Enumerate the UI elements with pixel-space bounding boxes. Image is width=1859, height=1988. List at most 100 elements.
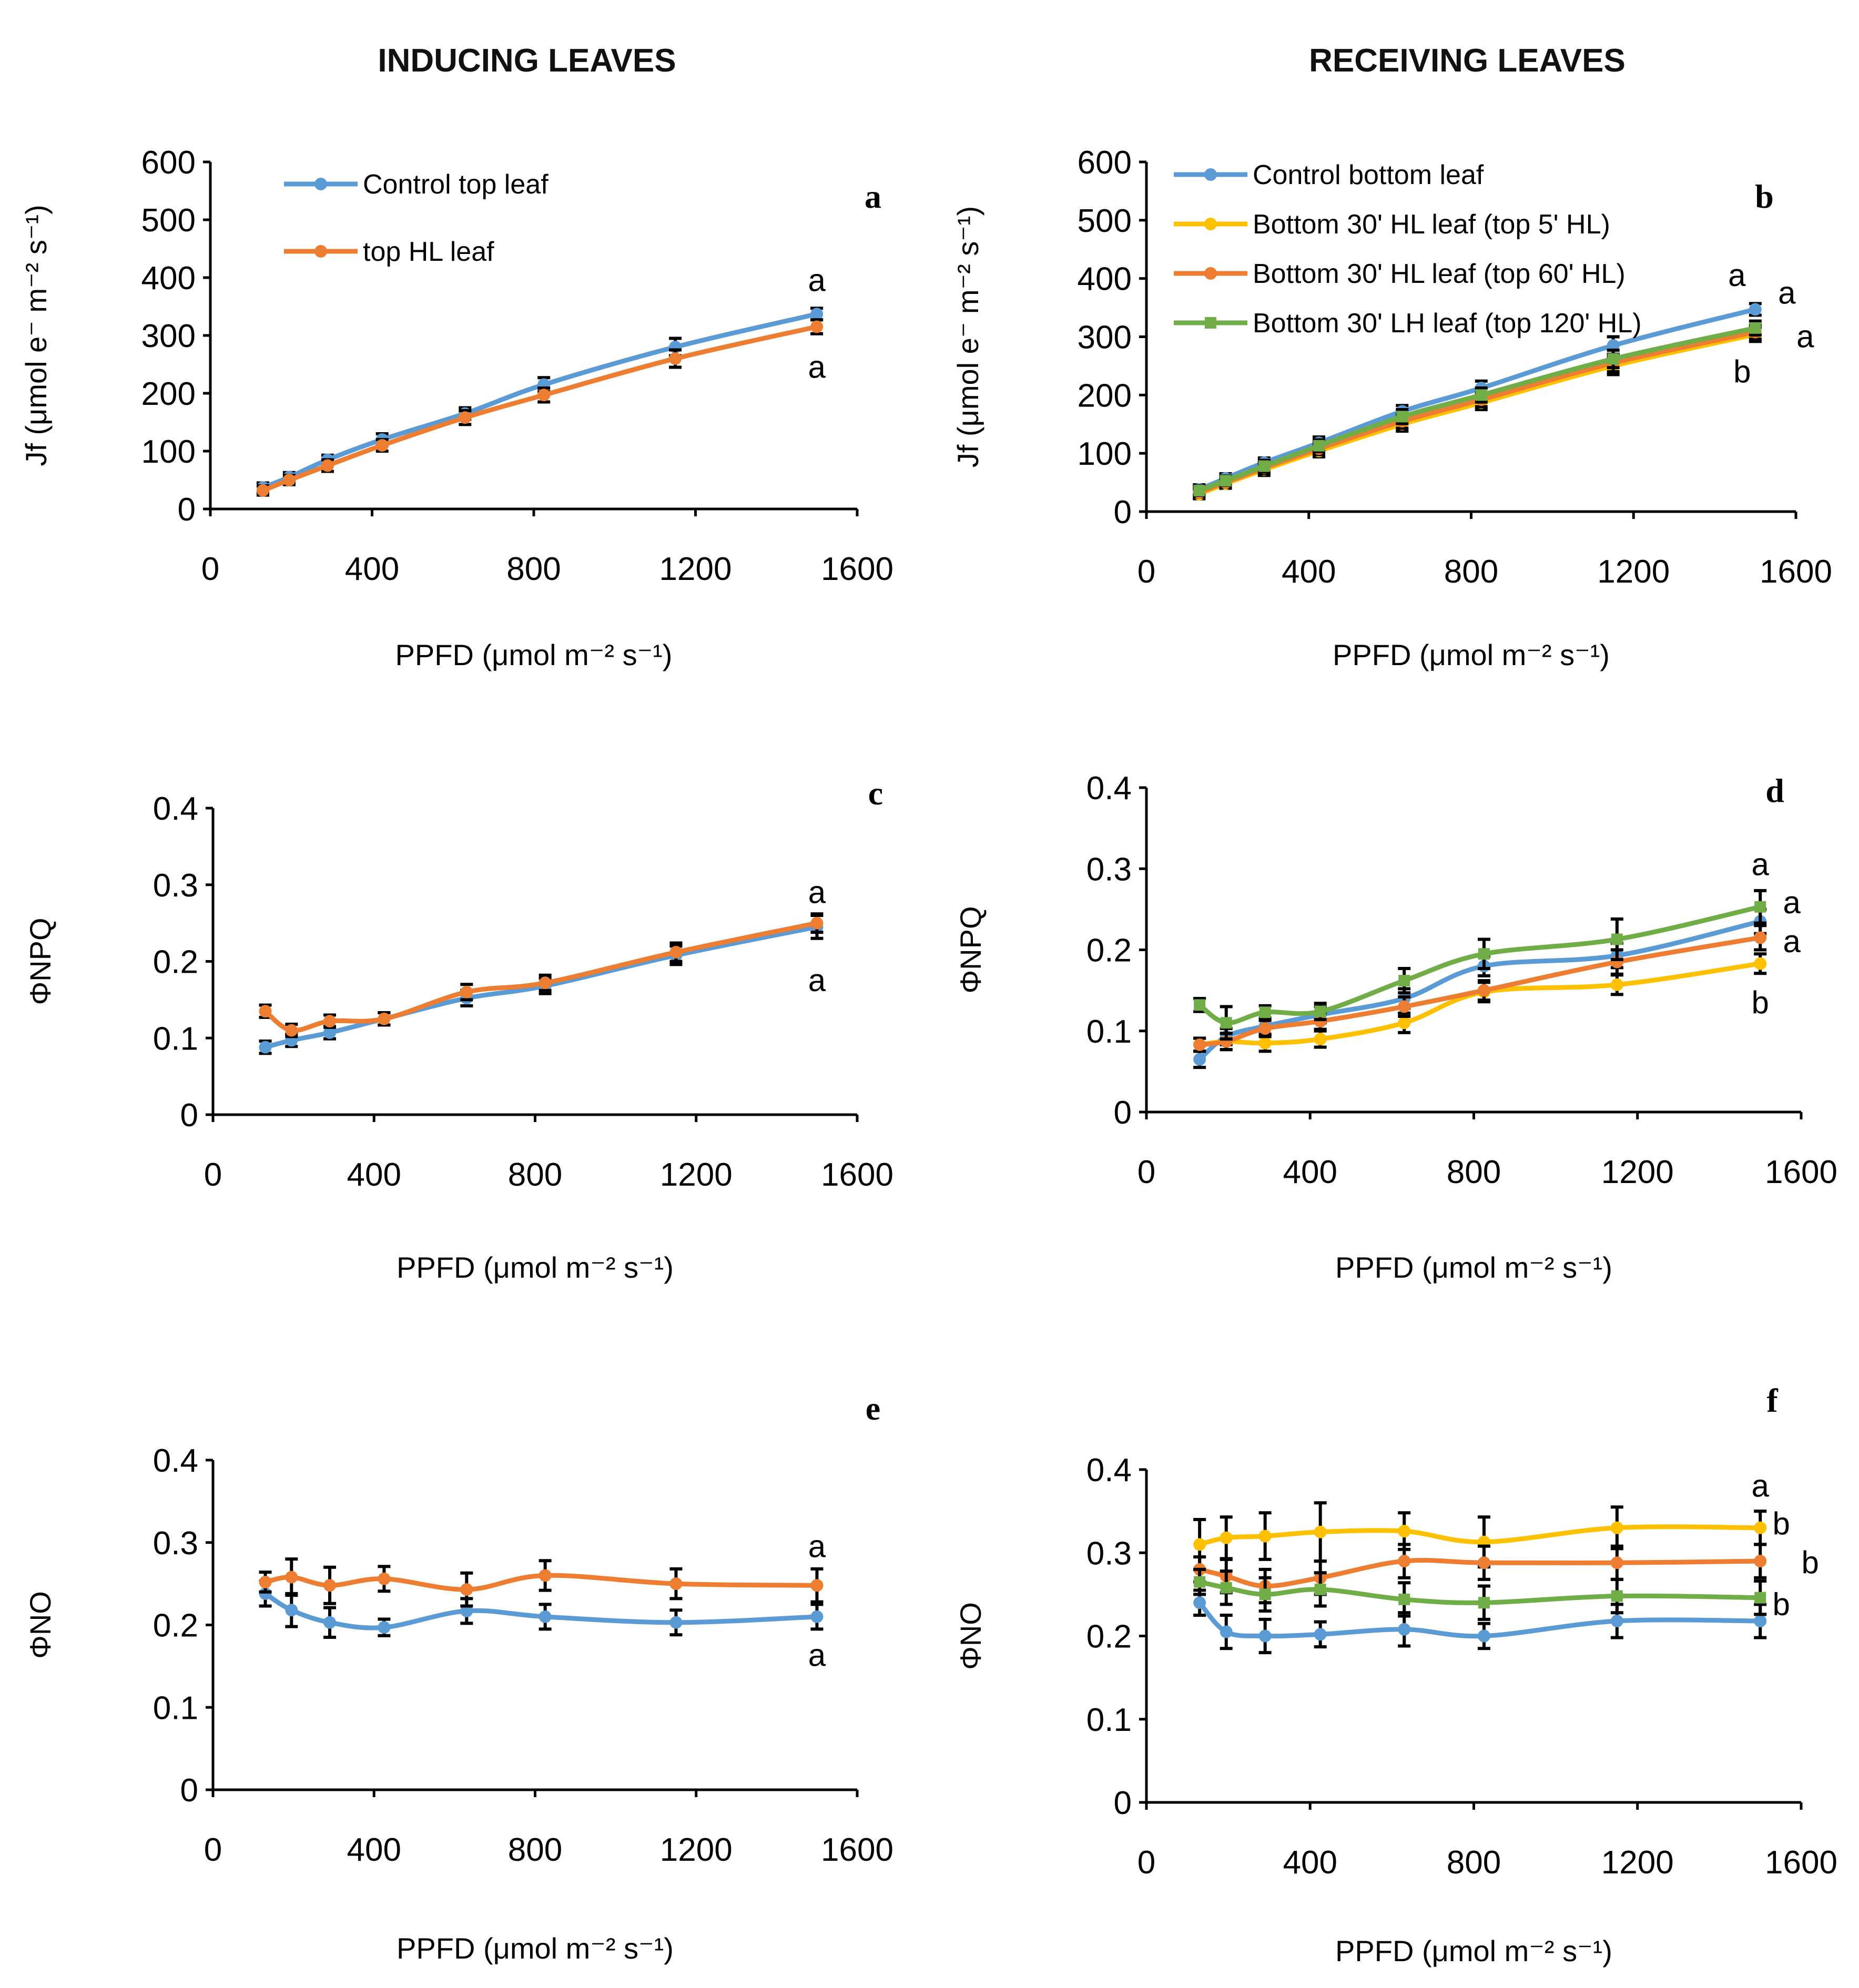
data-point [1314,1525,1327,1538]
data-point [1258,1530,1272,1543]
legend-swatch-marker [1204,267,1217,280]
data-point-square [1314,1005,1326,1017]
legend: Control top leaf top HL leaf [284,169,548,267]
data-point-square [1193,485,1205,497]
data-point [537,389,551,402]
data-point [810,1579,824,1592]
data-point [259,1041,272,1054]
panel-c: 0 0.1 0.2 0.3 0.4 0 400 800 1200 1600 PPFD (μmol m… [24,774,893,1284]
legend-label: Bottom 30' HL leaf (top 5' HL) [1253,209,1610,240]
significance-letter: a [1728,258,1746,293]
panel-e: 0 0.1 0.2 0.3 0.4 0 400 800 1200 1600 PPFD (μmol m… [24,1390,893,1965]
y-tick-label: 200 [1078,378,1132,414]
x-tick-label: 800 [1447,1154,1501,1190]
data-point-square [1478,948,1490,960]
data-point-square [1749,322,1761,334]
data-point [323,1015,337,1028]
x-tick-label: 1600 [821,551,893,587]
data-point-square [1194,1576,1206,1588]
x-tick-label: 0 [204,1832,222,1868]
data-point [1610,978,1623,991]
y-tick-label: 0 [1114,494,1132,531]
data-point-square [1398,975,1410,987]
data-point [1610,1556,1623,1569]
x-tick-label: 400 [347,1832,401,1868]
data-point [1193,1038,1206,1051]
x-tick-label: 1600 [821,1157,893,1193]
data-point-square [1220,1582,1232,1594]
panel-letter: c [868,774,883,812]
y-axis-title: Jf (μmol e⁻ m⁻² s⁻¹) [19,205,53,466]
significance-letter: a [808,1529,826,1564]
x-tick-label: 1600 [821,1832,893,1868]
y-tick-label: 300 [141,318,196,354]
data-point [1258,1022,1272,1035]
x-tick-label: 400 [1283,1844,1337,1881]
x-tick-label: 0 [1137,1844,1155,1881]
x-tick-label: 800 [1444,554,1498,590]
series-1 [259,1579,824,1639]
y-tick-label: 100 [141,434,196,470]
series-3 [1193,924,1767,1053]
legend-label: Bottom 30' LH leaf (top 120' HL) [1253,308,1642,339]
data-point [1193,1053,1206,1066]
data-point [1749,303,1762,316]
panel-letter: e [866,1390,880,1427]
x-tick-label: 400 [1283,1154,1337,1190]
x-tick-label: 1200 [660,1832,733,1868]
legend-swatch-marker [314,178,327,190]
series-2 [256,318,824,497]
data-point-square [1259,1588,1271,1600]
series-line [1196,330,1758,495]
panel-letter: f [1766,1382,1778,1419]
series-2 [1193,1501,1767,1571]
data-point-square [1398,1593,1410,1605]
data-point-square [1220,1017,1232,1029]
data-point-square [1475,389,1487,401]
x-tick-label: 1600 [1765,1154,1837,1190]
x-tick-label: 400 [347,1157,401,1193]
y-axis-title: ΦNO [24,1591,57,1659]
significance-letter: a [1778,275,1796,310]
data-point [378,1572,391,1585]
x-axis-title: PPFD (μmol m⁻² s⁻¹) [1335,1934,1612,1967]
data-point [459,411,472,424]
significance-letter: a [1752,847,1770,882]
x-axis-title: PPFD (μmol m⁻² s⁻¹) [397,1932,674,1965]
data-point [285,1024,298,1037]
y-tick-label: 500 [1078,203,1132,239]
data-point [460,1583,473,1596]
data-point [378,1012,391,1025]
data-point-square [1314,1583,1326,1595]
x-tick-label: 1200 [659,551,732,587]
data-point-square [1478,1597,1490,1609]
legend-label: Bottom 30' HL leaf (top 60' HL) [1253,259,1626,289]
y-tick-label: 0.4 [1086,770,1132,807]
x-axis-title: PPFD (μmol m⁻² s⁻¹) [397,1251,674,1284]
y-tick-label: 0.3 [153,868,198,904]
data-point [1220,1531,1233,1544]
data-point-square [1607,353,1619,365]
data-point [669,946,683,959]
panel-letter: b [1755,178,1774,215]
legend-label: Control bottom leaf [1253,160,1484,190]
y-tick-label: 0 [1114,1095,1132,1131]
panel-f: 0 0.1 0.2 0.3 0.4 0 400 800 1200 1600 PPFD (μmol m… [954,1382,1837,1967]
inducing-leaves-heading: INDUCING LEAVES [378,43,676,79]
series-line [263,1591,819,1630]
significance-letter: a [808,350,826,385]
data-point [460,1604,473,1617]
data-point [1220,1625,1233,1638]
y-tick-label: 0.2 [153,944,198,981]
y-tick-label: 0.1 [1086,1014,1132,1050]
data-point [323,1026,337,1039]
x-tick-label: 400 [345,551,399,587]
y-tick-label: 0.2 [153,1608,198,1644]
significance-letter: a [1783,885,1801,920]
legend-label: top HL leaf [363,237,494,267]
y-tick-label: 200 [141,376,196,412]
data-point-square [1611,1590,1623,1602]
x-tick-label: 1200 [1601,1844,1674,1881]
receiving-leaves-heading: RECEIVING LEAVES [1309,43,1626,79]
